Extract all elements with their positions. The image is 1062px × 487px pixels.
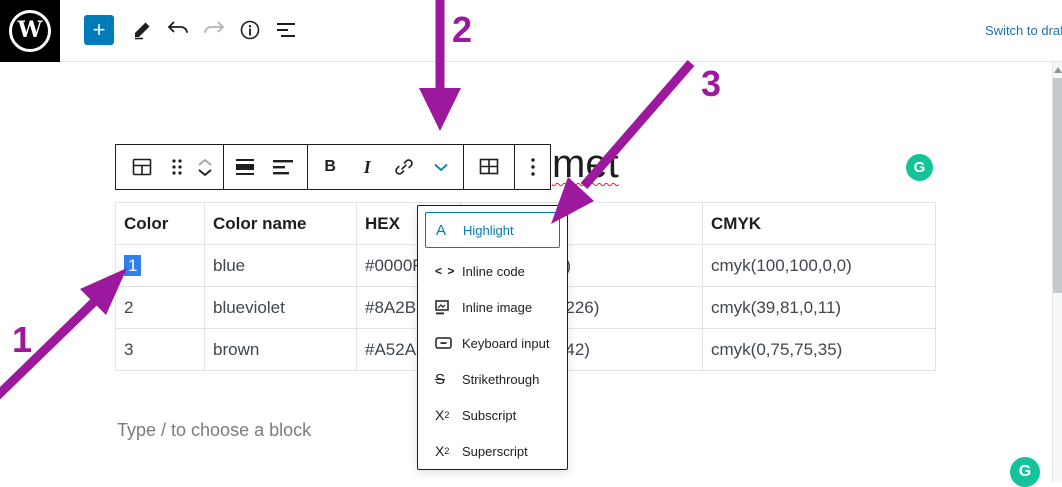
menu-item-highlight[interactable]: A Highlight xyxy=(425,212,560,248)
wordpress-logo-icon: W xyxy=(9,10,51,52)
selected-text[interactable]: 1 xyxy=(124,254,142,276)
scrollbar-up-arrow-icon[interactable] xyxy=(1054,67,1062,73)
move-down-button[interactable] xyxy=(198,168,212,177)
table-cell[interactable]: cmyk(100,100,0,0) xyxy=(702,244,936,287)
list-view-button[interactable] xyxy=(268,12,304,48)
change-alignment-button[interactable] xyxy=(231,147,261,187)
heading-text-fragment[interactable]: met xyxy=(552,142,619,186)
block-toolbar: B I xyxy=(115,144,551,190)
undo-icon xyxy=(167,21,188,33)
keyboard-input-icon xyxy=(435,337,462,349)
strikethrough-icon: S xyxy=(435,370,446,388)
wordpress-menu-button[interactable]: W xyxy=(0,0,60,62)
text-align-left-icon xyxy=(273,160,294,175)
table-block-icon xyxy=(132,158,151,176)
inline-image-icon xyxy=(435,299,462,315)
kebab-menu-icon xyxy=(530,158,535,176)
text-align-button[interactable] xyxy=(269,147,299,187)
pencil-icon xyxy=(135,22,150,40)
grammarly-g-icon: G xyxy=(1018,463,1032,480)
tools-button[interactable] xyxy=(124,12,160,48)
table-cell[interactable]: cmyk(39,81,0,11) xyxy=(702,286,936,329)
info-icon xyxy=(240,20,260,40)
undo-button[interactable] xyxy=(160,12,196,48)
menu-item-keyboard-input[interactable]: Keyboard input xyxy=(418,325,567,361)
table-cell[interactable]: blueviolet xyxy=(204,286,357,329)
menu-item-inline-image[interactable]: Inline image xyxy=(418,289,567,325)
table-cell[interactable]: cmyk(0,75,75,35) xyxy=(702,328,936,371)
drag-handle[interactable] xyxy=(167,147,187,187)
details-button[interactable] xyxy=(232,12,268,48)
annotation-label-1: 1 xyxy=(12,319,32,360)
grammarly-widget[interactable]: G xyxy=(906,154,933,181)
switch-to-draft-link[interactable]: Switch to draft xyxy=(985,23,1062,38)
plus-icon: + xyxy=(92,17,106,42)
col-header-color-name[interactable]: Color name xyxy=(204,202,357,245)
table-cell[interactable]: 3 xyxy=(115,328,205,371)
annotation-label-3: 3 xyxy=(701,63,721,104)
menu-item-inline-code[interactable]: < > Inline code xyxy=(435,263,525,279)
grammarly-g-icon: G xyxy=(913,159,926,176)
block-placeholder[interactable]: Type / to choose a block xyxy=(117,420,312,440)
redo-icon xyxy=(204,21,225,33)
edit-table-button[interactable] xyxy=(474,147,504,187)
col-header-color[interactable]: Color xyxy=(115,202,205,245)
inline-code-icon: < > xyxy=(435,264,456,278)
add-block-button[interactable]: + xyxy=(84,15,114,45)
table-cell[interactable]: brown xyxy=(204,328,357,371)
italic-button[interactable]: I xyxy=(363,156,371,177)
redo-button[interactable] xyxy=(196,12,232,48)
list-view-icon xyxy=(277,23,295,37)
highlight-icon: A xyxy=(436,221,447,239)
options-button[interactable] xyxy=(518,147,548,187)
table-cell[interactable]: blue xyxy=(204,244,357,287)
table-block-button[interactable] xyxy=(127,147,157,187)
alignment-icon xyxy=(236,159,255,175)
more-formats-button[interactable] xyxy=(426,147,456,187)
link-icon xyxy=(395,159,413,175)
table-cell[interactable]: 2 xyxy=(115,286,205,329)
menu-item-strikethrough[interactable]: S Strikethrough xyxy=(435,370,540,388)
table-grid-icon xyxy=(479,158,499,175)
chevron-down-icon xyxy=(434,163,448,171)
scrollbar-thumb[interactable] xyxy=(1053,78,1062,293)
admin-top-bar xyxy=(0,0,1062,62)
wordpress-logo-letter: W xyxy=(17,17,43,43)
drag-dots-icon xyxy=(172,159,182,175)
link-button[interactable] xyxy=(389,147,419,187)
bold-button[interactable]: B xyxy=(324,158,336,175)
table-cell[interactable]: 1 xyxy=(115,244,205,287)
move-up-button[interactable] xyxy=(198,158,212,166)
col-header-cmyk[interactable]: CMYK xyxy=(702,202,936,245)
grammarly-widget-bottom[interactable]: G xyxy=(1010,457,1040,487)
annotation-arrow-1 xyxy=(0,268,127,400)
formats-dropdown-menu: A Highlight < > Inline code Inline image… xyxy=(417,205,568,470)
